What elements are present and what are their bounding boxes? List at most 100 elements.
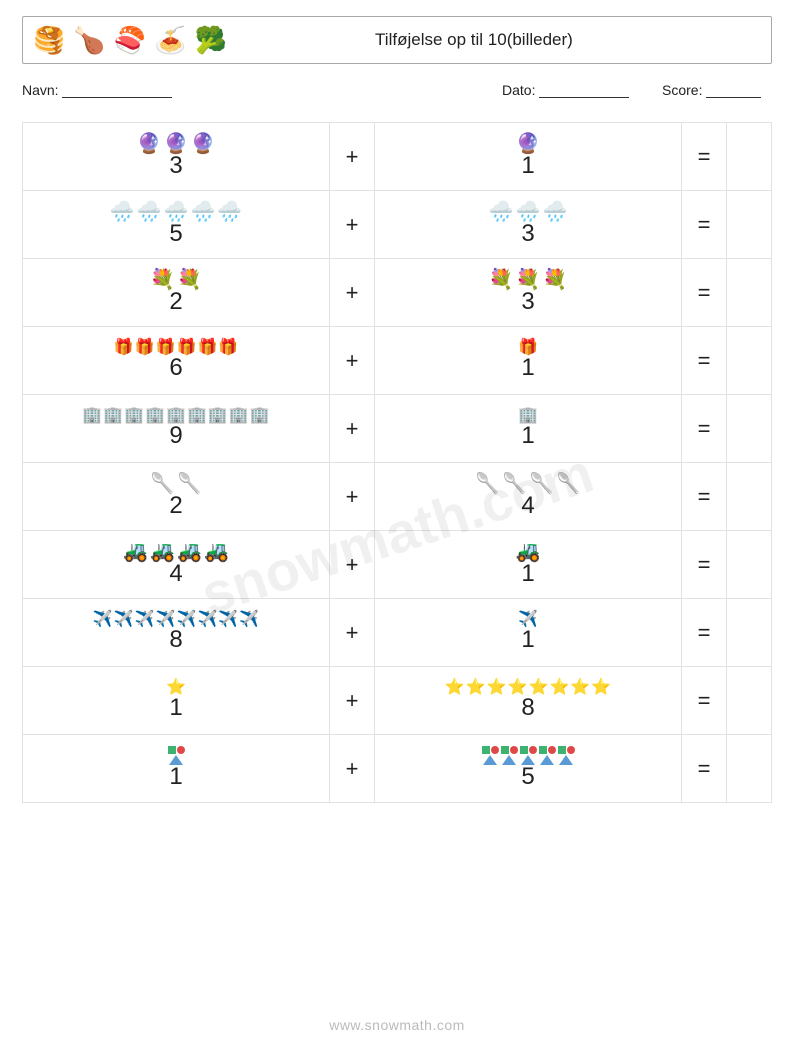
answer-cell[interactable] <box>727 599 772 667</box>
operator-cell: + <box>330 735 375 803</box>
answer-cell[interactable] <box>727 259 772 327</box>
bouquet-icon: 💐 <box>543 270 568 290</box>
operator-cell: + <box>330 191 375 259</box>
airplane-icon: ✈️ <box>93 612 113 628</box>
icon-row: 💐💐 <box>150 270 202 290</box>
operand-number: 1 <box>169 694 182 722</box>
operand-number: 1 <box>521 626 534 654</box>
answer-cell[interactable] <box>727 123 772 191</box>
answer-cell[interactable] <box>727 327 772 395</box>
header-icon: 🍗 <box>73 27 105 53</box>
operand-cell: 💐💐2 <box>23 259 330 327</box>
answer-cell[interactable] <box>727 395 772 463</box>
operand-cell: 🌧️🌧️🌧️3 <box>375 191 682 259</box>
worksheet-title: Tilføjelse op til 10(billeder) <box>227 30 761 50</box>
shapes-icon <box>481 746 499 765</box>
icon-row: 🌧️🌧️🌧️ <box>489 202 568 222</box>
star-icon: ⭐ <box>445 680 465 696</box>
equals-cell: = <box>682 191 727 259</box>
snow-globe-icon: 🔮 <box>137 134 162 154</box>
operand-cell: 🔮🔮🔮3 <box>23 123 330 191</box>
operand-cell: 🎁1 <box>375 327 682 395</box>
star-icon: ⭐ <box>591 680 611 696</box>
operand-number: 8 <box>169 626 182 654</box>
problem-row: ⭐1+⭐⭐⭐⭐⭐⭐⭐⭐8= <box>23 667 772 735</box>
rain-cloud-icon: 🌧️ <box>489 202 514 222</box>
icon-row: 🥄🥄 <box>150 474 202 494</box>
problem-row: 🎁🎁🎁🎁🎁🎁6+🎁1= <box>23 327 772 395</box>
score-blank[interactable] <box>706 84 761 98</box>
gift-icon: 🎁 <box>218 340 238 356</box>
bouquet-icon: 💐 <box>150 270 175 290</box>
name-blank[interactable] <box>62 84 172 98</box>
airplane-icon: ✈️ <box>218 612 238 628</box>
operand-number: 8 <box>521 694 534 722</box>
bulldozer-icon: 🚜 <box>204 542 229 562</box>
equals-cell: = <box>682 463 727 531</box>
operator-cell: + <box>330 327 375 395</box>
operand-number: 9 <box>169 422 182 450</box>
answer-cell[interactable] <box>727 463 772 531</box>
operand-number: 6 <box>169 354 182 382</box>
header-food-icons: 🥞🍗🍣🍝🥦 <box>33 27 227 53</box>
rain-cloud-icon: 🌧️ <box>516 202 541 222</box>
operator-cell: + <box>330 123 375 191</box>
rain-cloud-icon: 🌧️ <box>190 202 215 222</box>
equals-cell: = <box>682 531 727 599</box>
problem-row: 💐💐2+💐💐💐3= <box>23 259 772 327</box>
gift-icon: 🎁 <box>114 340 134 356</box>
operator-cell: + <box>330 531 375 599</box>
shovel-icon: 🥄 <box>475 474 500 494</box>
star-icon: ⭐ <box>570 680 590 696</box>
shapes-icon <box>538 746 556 765</box>
operand-cell: 🌧️🌧️🌧️🌧️🌧️5 <box>23 191 330 259</box>
shovel-icon: 🥄 <box>529 474 554 494</box>
problem-row: 🌧️🌧️🌧️🌧️🌧️5+🌧️🌧️🌧️3= <box>23 191 772 259</box>
meta-row: Navn: Dato: Score: <box>22 82 772 98</box>
equals-cell: = <box>682 123 727 191</box>
icon-row: 🚜🚜🚜🚜 <box>123 542 229 562</box>
operand-number: 4 <box>169 560 182 588</box>
equals-cell: = <box>682 735 727 803</box>
operand-cell: ⭐⭐⭐⭐⭐⭐⭐⭐8 <box>375 667 682 735</box>
problems-tbody: 🔮🔮🔮3+🔮1=🌧️🌧️🌧️🌧️🌧️5+🌧️🌧️🌧️3=💐💐2+💐💐💐3=🎁🎁🎁… <box>23 123 772 803</box>
operator-cell: + <box>330 463 375 531</box>
answer-cell[interactable] <box>727 667 772 735</box>
operator-cell: + <box>330 667 375 735</box>
operand-cell: 🥄🥄🥄🥄4 <box>375 463 682 531</box>
problem-row: ✈️✈️✈️✈️✈️✈️✈️✈️8+✈️1= <box>23 599 772 667</box>
operand-cell: 🚜🚜🚜🚜4 <box>23 531 330 599</box>
operand-number: 2 <box>169 492 182 520</box>
rain-cloud-icon: 🌧️ <box>110 202 135 222</box>
problem-row: 🔮🔮🔮3+🔮1= <box>23 123 772 191</box>
answer-cell[interactable] <box>727 191 772 259</box>
snow-globe-icon: 🔮 <box>516 134 541 154</box>
problem-row: 1+5= <box>23 735 772 803</box>
name-field: Navn: <box>22 82 502 98</box>
bouquet-icon: 💐 <box>489 270 514 290</box>
problems-table: 🔮🔮🔮3+🔮1=🌧️🌧️🌧️🌧️🌧️5+🌧️🌧️🌧️3=💐💐2+💐💐💐3=🎁🎁🎁… <box>22 122 772 803</box>
operand-cell: 🏢1 <box>375 395 682 463</box>
operand-cell: 1 <box>23 735 330 803</box>
footer-url: www.snowmath.com <box>0 1017 794 1033</box>
operand-number: 1 <box>169 763 182 791</box>
airplane-icon: ✈️ <box>114 612 134 628</box>
star-icon: ⭐ <box>549 680 569 696</box>
answer-cell[interactable] <box>727 531 772 599</box>
shapes-icon <box>500 746 518 765</box>
operand-cell: 🥄🥄2 <box>23 463 330 531</box>
operand-number: 1 <box>521 152 534 180</box>
date-label: Dato: <box>502 82 535 98</box>
header-icon: 🍣 <box>114 27 146 53</box>
building-icon: 🏢 <box>124 408 144 424</box>
equals-cell: = <box>682 327 727 395</box>
shovel-icon: 🥄 <box>177 474 202 494</box>
icon-row: 🔮🔮🔮 <box>137 134 216 154</box>
building-icon: 🏢 <box>208 408 228 424</box>
building-icon: 🏢 <box>103 408 123 424</box>
operand-cell: 🔮1 <box>375 123 682 191</box>
date-blank[interactable] <box>539 84 629 98</box>
operand-number: 3 <box>521 220 534 248</box>
score-label: Score: <box>662 82 702 98</box>
answer-cell[interactable] <box>727 735 772 803</box>
